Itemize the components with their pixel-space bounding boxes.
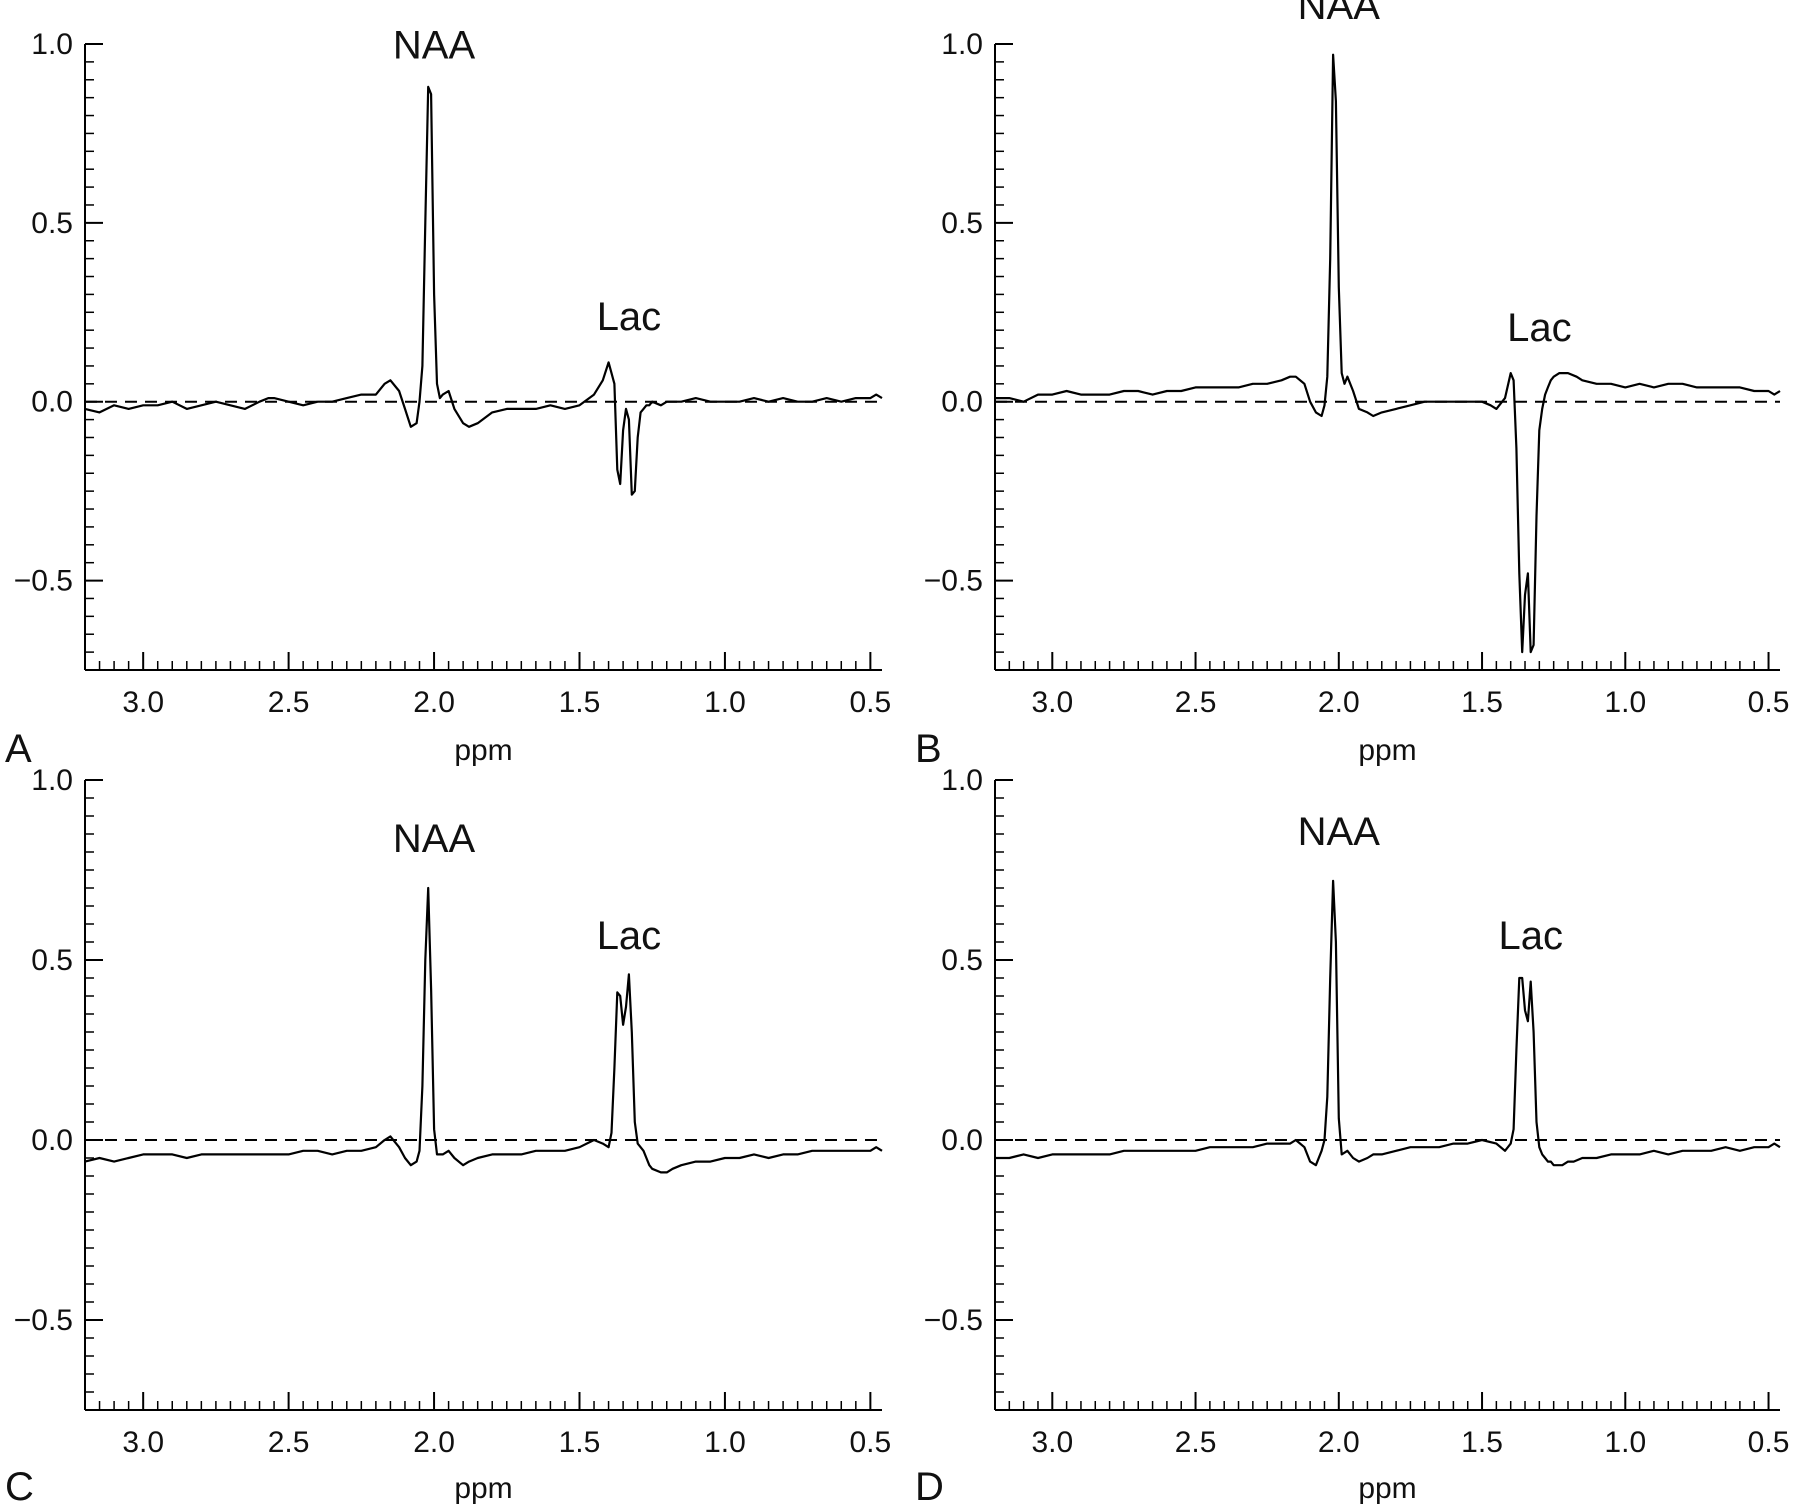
spectrum-line	[84, 886, 883, 1174]
y-tick-label: 0.5	[941, 944, 983, 977]
x-tick-label: 2.5	[1175, 1426, 1217, 1459]
y-tick-label: −0.5	[924, 1304, 983, 1337]
y-tick-label: −0.5	[14, 565, 73, 598]
peak-label-naa: NAA	[393, 817, 476, 861]
peak-label-naa: NAA	[1298, 0, 1381, 28]
x-tick-label: 2.5	[268, 686, 310, 719]
x-tick-label: 3.0	[1031, 1426, 1073, 1459]
y-tick-label: 0.0	[31, 1124, 73, 1157]
y-tick-label: 1.0	[941, 764, 983, 797]
x-tick-label: 2.0	[1318, 1426, 1360, 1459]
x-tick-label: 0.5	[850, 1426, 892, 1459]
x-tick-label: 2.5	[1175, 686, 1217, 719]
x-tick-label: 0.5	[1748, 686, 1790, 719]
x-tick-label: 0.5	[1748, 1426, 1790, 1459]
y-tick-label: 0.5	[31, 944, 73, 977]
x-axis-label: ppm	[454, 734, 512, 767]
y-tick-label: −0.5	[924, 565, 983, 598]
x-tick-label: 2.0	[413, 1426, 455, 1459]
x-axis-label: ppm	[1358, 734, 1416, 767]
x-tick-label: 1.0	[704, 1426, 746, 1459]
peak-label-naa: NAA	[393, 23, 476, 67]
panel-a: 1.0 0.5 0.0 −0.5 3.0 2.5 2.0 1.5 1.0 0.5 NAA Lac ppm…	[5, 23, 891, 771]
x-tick-label: 3.0	[122, 1426, 164, 1459]
x-tick-label: 0.5	[850, 686, 892, 719]
x-tick-label: 2.5	[268, 1426, 310, 1459]
panel-letter: B	[915, 727, 942, 771]
y-tick-label: 0.0	[31, 386, 73, 419]
x-tick-label: 1.5	[559, 1426, 601, 1459]
x-tick-label: 3.0	[122, 686, 164, 719]
x-axis-label: ppm	[1358, 1472, 1416, 1505]
x-tick-label: 1.5	[1461, 1426, 1503, 1459]
x-tick-label: 1.5	[559, 686, 601, 719]
y-tick-label: −0.5	[14, 1304, 73, 1337]
panel-letter: A	[5, 727, 32, 771]
x-axis-label: ppm	[454, 1472, 512, 1505]
x-tick-label: 2.0	[413, 686, 455, 719]
x-tick-label: 3.0	[1031, 686, 1073, 719]
y-tick-label: 0.5	[941, 207, 983, 240]
peak-label-lac: Lac	[597, 914, 662, 958]
peak-label-lac: Lac	[597, 295, 662, 339]
x-tick-label: 1.0	[704, 686, 746, 719]
spectrum-line	[995, 53, 1781, 654]
y-tick-label: 1.0	[31, 28, 73, 61]
peak-label-lac: Lac	[1507, 306, 1572, 350]
spectrum-line	[84, 85, 883, 496]
panel-c: 1.0 0.5 0.0 −0.5 3.0 2.5 2.0 1.5 1.0 0.5 NAA Lac ppm…	[5, 764, 891, 1509]
x-tick-label: 1.0	[1604, 686, 1646, 719]
panel-letter: C	[5, 1465, 34, 1509]
spectrum-line	[995, 879, 1781, 1167]
y-tick-label: 0.0	[941, 386, 983, 419]
x-tick-label: 2.0	[1318, 686, 1360, 719]
y-tick-label: 1.0	[31, 764, 73, 797]
y-tick-label: 0.5	[31, 207, 73, 240]
peak-label-naa: NAA	[1298, 810, 1381, 854]
y-tick-label: 1.0	[941, 28, 983, 61]
peak-label-lac: Lac	[1498, 914, 1563, 958]
y-tick-label: 0.0	[941, 1124, 983, 1157]
x-tick-label: 1.5	[1461, 686, 1503, 719]
x-tick-label: 1.0	[1604, 1426, 1646, 1459]
panel-b: 1.0 0.5 0.0 −0.5 3.0 2.5 2.0 1.5 1.0 0.5 NAA Lac ppm…	[915, 0, 1789, 771]
panel-d: 1.0 0.5 0.0 −0.5 3.0 2.5 2.0 1.5 1.0 0.5 NAA Lac ppm…	[915, 764, 1789, 1509]
panel-letter: D	[915, 1465, 944, 1509]
